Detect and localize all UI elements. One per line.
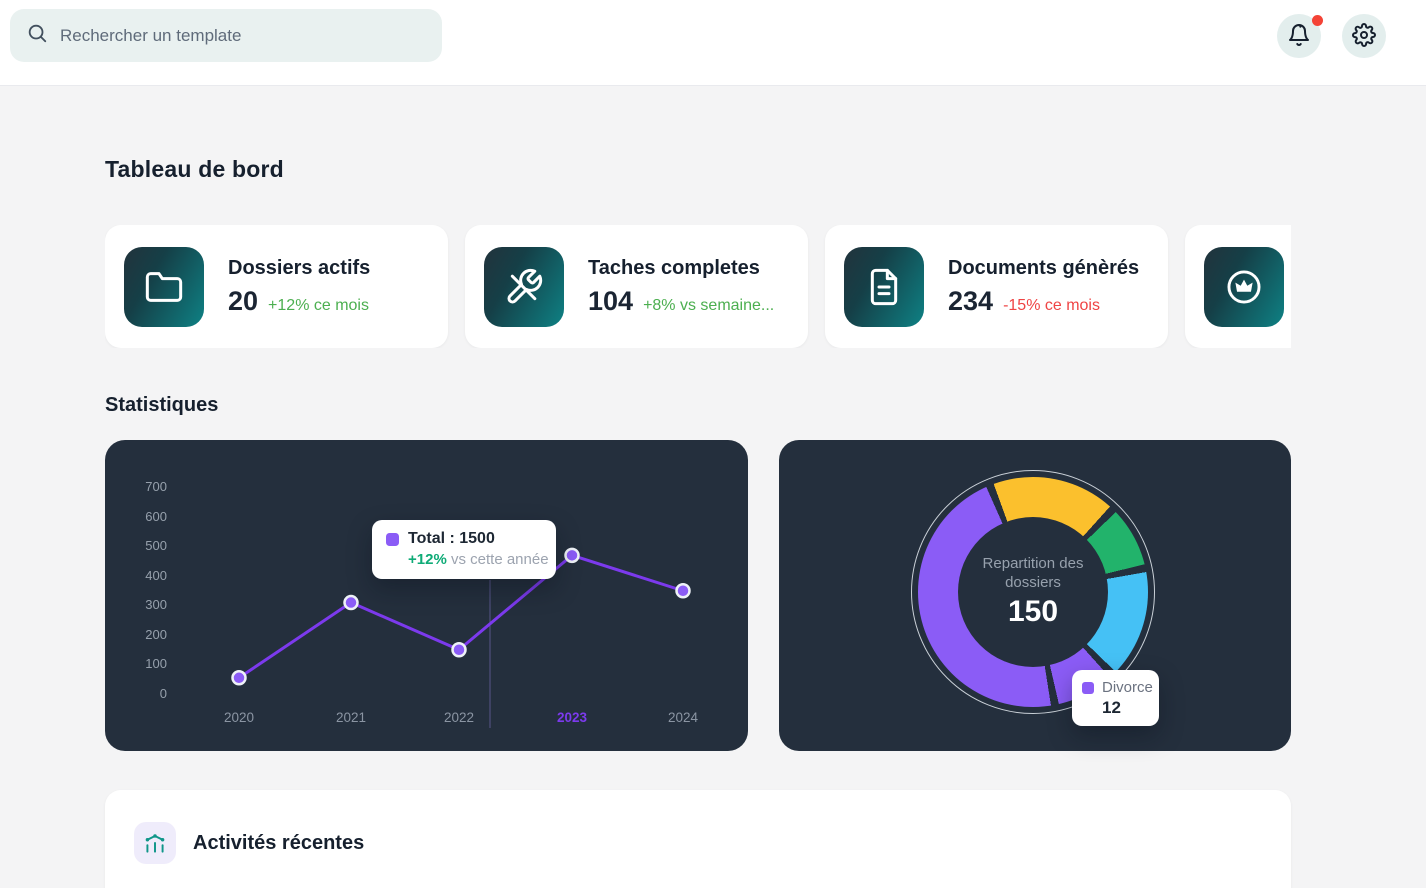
stat-card-taches[interactable]: Taches completes 104 +8% vs semaine... bbox=[465, 225, 808, 348]
stat-card-dossiers[interactable]: Dossiers actifs 20 +12% ce mois bbox=[105, 225, 448, 348]
stat-title: Documents génèrés bbox=[948, 256, 1140, 279]
tooltip-series-swatch bbox=[386, 532, 399, 546]
stat-change: +8% vs semaine... bbox=[643, 296, 775, 314]
y-tick: 400 bbox=[145, 568, 167, 583]
notification-badge bbox=[1312, 15, 1323, 26]
topbar bbox=[0, 0, 1426, 86]
donut-tooltip: Divorce 12 bbox=[1072, 670, 1159, 726]
donut-center: Repartition des dossiers 150 bbox=[958, 517, 1108, 667]
donut-outline-ring bbox=[911, 470, 1155, 714]
donut-chart-panel[interactable]: Repartition des dossiers 150 Divorce 12 bbox=[779, 440, 1291, 751]
stat-change: -15% ce mois bbox=[1003, 296, 1100, 314]
tools-icon bbox=[484, 246, 564, 327]
y-tick: 300 bbox=[145, 597, 167, 612]
y-tick: 0 bbox=[159, 686, 167, 701]
tooltip-title: Total : 1500 bbox=[408, 530, 495, 547]
stat-value: 234 bbox=[948, 285, 994, 316]
stat-card-premium[interactable] bbox=[1185, 225, 1291, 348]
crown-icon bbox=[1204, 246, 1284, 327]
y-tick: 700 bbox=[145, 479, 167, 494]
y-tick: 600 bbox=[145, 509, 167, 524]
stat-value: 104 bbox=[588, 285, 634, 316]
stat-value: 20 bbox=[228, 285, 259, 316]
x-label: 2024 bbox=[667, 710, 699, 725]
y-tick: 500 bbox=[145, 538, 167, 553]
stat-cards-row: Dossiers actifs 20 +12% ce mois Taches c… bbox=[105, 225, 1291, 348]
settings-button[interactable] bbox=[1342, 14, 1386, 58]
folder-icon bbox=[124, 246, 204, 327]
tooltip-segment-value: 12 bbox=[1102, 698, 1121, 717]
stat-title: Taches completes bbox=[588, 256, 760, 279]
activity-chart-icon bbox=[134, 822, 176, 864]
x-label: 2021 bbox=[335, 710, 367, 725]
recent-activity-card: Activités récentes bbox=[105, 790, 1291, 888]
line-chart-svg bbox=[231, 547, 691, 728]
tooltip-change: +12% bbox=[408, 551, 447, 568]
bell-icon bbox=[1287, 23, 1311, 50]
statistics-title: Statistiques bbox=[105, 394, 219, 416]
x-label: 2022 bbox=[443, 710, 475, 725]
line-chart-tooltip: Total : 1500 +12% vs cette année bbox=[372, 520, 556, 579]
donut-title: Repartition des dossiers bbox=[982, 555, 1084, 591]
stat-card-documents[interactable]: Documents génèrés 234 -15% ce mois bbox=[825, 225, 1168, 348]
y-tick: 100 bbox=[145, 656, 167, 671]
tooltip-segment-label: Divorce bbox=[1102, 679, 1153, 696]
search-input[interactable] bbox=[60, 25, 426, 46]
search-icon bbox=[26, 22, 48, 49]
donut-total: 150 bbox=[1007, 594, 1059, 628]
recent-activity-title: Activités récentes bbox=[193, 831, 365, 854]
stat-title: Dossiers actifs bbox=[228, 256, 371, 279]
notifications-button[interactable] bbox=[1277, 14, 1323, 58]
gear-icon bbox=[1352, 22, 1376, 50]
document-icon bbox=[844, 246, 924, 327]
search-box[interactable] bbox=[10, 9, 442, 62]
y-tick: 200 bbox=[145, 627, 167, 642]
tooltip-segment-swatch bbox=[1082, 681, 1094, 694]
x-label: 2020 bbox=[223, 710, 255, 725]
stat-change: +12% ce mois bbox=[268, 296, 369, 314]
tooltip-note: vs cette année bbox=[450, 551, 549, 568]
line-chart-panel[interactable]: 0 100 200 300 400 500 600 700 2020 2021 … bbox=[105, 440, 748, 751]
page-title: Tableau de bord bbox=[105, 156, 284, 182]
x-label-highlighted: 2023 bbox=[556, 710, 588, 725]
